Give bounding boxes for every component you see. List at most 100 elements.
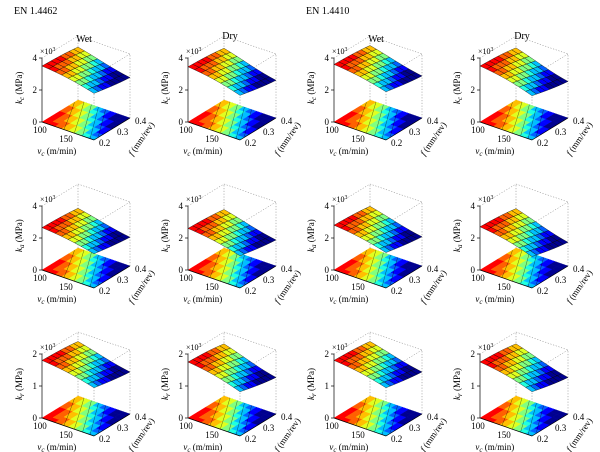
x-axis-line	[41, 269, 95, 289]
x-tick-label: 100	[471, 125, 485, 135]
z-axis-label-subscript: r	[310, 393, 318, 396]
x-axis-label-symbol: v	[329, 442, 333, 452]
box-edge	[239, 201, 277, 225]
z-multiplier-base: ×10	[186, 47, 199, 56]
z-tick-label: 4	[33, 53, 38, 63]
contour-line	[89, 255, 99, 287]
y-tick-label: 0.2	[391, 286, 402, 296]
surface-cell	[41, 224, 54, 231]
panel-title: Wet	[76, 34, 92, 45]
contour-line	[209, 398, 221, 426]
x-tick-label: 150	[205, 282, 219, 292]
z-tick-label: 2	[471, 85, 476, 95]
x-axis-label-subscript: c	[479, 446, 483, 452]
surface-panel-r3-c3: 0 1 2×103 100 150 0.2 0.3 0.4 kr (MPa) vc (m/min)…	[306, 331, 448, 452]
z-tick-label: 4	[179, 201, 184, 211]
y-tick-label: 0.4	[427, 116, 439, 126]
contour-plane	[333, 247, 423, 289]
z-multiplier: ×103	[40, 47, 56, 56]
z-multiplier: ×103	[186, 195, 202, 204]
contour-line	[63, 398, 75, 426]
material-headers: EN 1.4462 EN 1.4410	[14, 6, 349, 17]
y-axis-line	[385, 265, 423, 289]
contour-line	[536, 405, 544, 433]
z-multiplier: ×103	[186, 47, 202, 56]
y-tick-label: 0.4	[427, 264, 439, 274]
x-axis-label-symbol: v	[183, 146, 187, 156]
z-axis-label-symbol: k	[160, 247, 170, 252]
z-multiplier-exp: 3	[345, 195, 348, 201]
z-axis-label-unit: (MPa)	[14, 72, 24, 97]
panel-title: Dry	[514, 31, 530, 42]
contour-line	[235, 403, 245, 435]
x-axis-label: vc (m/min)	[475, 442, 514, 452]
z-tick-label: 0	[179, 413, 184, 423]
z-tick-label: 2	[33, 349, 38, 359]
z-tick-label: 4	[325, 201, 330, 211]
contour-line	[390, 109, 398, 137]
contour-plane	[479, 395, 569, 437]
z-axis-label-unit: (MPa)	[306, 219, 316, 244]
z-multiplier: ×103	[332, 343, 348, 352]
z-multiplier-exp: 3	[199, 195, 202, 201]
y-axis-line	[93, 117, 131, 141]
contour-line	[89, 403, 99, 435]
x-axis-label-unit: (m/min)	[45, 146, 77, 156]
x-axis-label-subscript: c	[333, 298, 337, 306]
y-tick-label: 0.3	[117, 275, 129, 285]
z-axis-label: kc (MPa)	[14, 72, 26, 104]
contour-line	[381, 255, 391, 287]
x-axis-label-subscript: c	[41, 298, 45, 306]
x-tick-label: 100	[325, 125, 339, 135]
x-tick-label: 150	[351, 430, 365, 440]
z-multiplier: ×103	[478, 343, 494, 352]
x-tick-label: 100	[325, 421, 339, 431]
z-tick-label: 2	[471, 233, 476, 243]
x-axis-label: vc (m/min)	[475, 146, 514, 158]
z-multiplier-exp: 3	[199, 343, 202, 349]
z-multiplier-exp: 3	[53, 195, 56, 201]
y-tick-label: 0.2	[537, 138, 548, 148]
z-tick-label: 1	[33, 381, 38, 391]
z-tick-label: 1	[325, 381, 330, 391]
contour-line	[228, 104, 238, 137]
x-axis-label-unit: (m/min)	[191, 146, 223, 156]
z-axis-label: ka (MPa)	[306, 219, 318, 252]
y-tick-label: 0.4	[135, 264, 147, 274]
y-axis-line	[93, 413, 131, 437]
z-axis-label-symbol: k	[160, 395, 170, 400]
y-tick-label: 0.2	[99, 286, 110, 296]
surface-mesh	[187, 343, 277, 392]
x-axis-line	[41, 417, 95, 437]
z-axis-label-symbol: k	[14, 99, 24, 104]
surface-panel-r2-c2: 0 2 4×103 100 150 0.2 0.3 0.4 ka (MPa) vc (m/min)…	[160, 183, 302, 306]
z-multiplier-exp: 3	[491, 343, 494, 349]
z-tick-label: 0	[33, 265, 38, 275]
surface-cell	[41, 357, 54, 364]
z-tick-label: 0	[179, 117, 184, 127]
y-tick-label: 0.2	[245, 434, 256, 444]
z-axis-label-symbol: k	[14, 247, 24, 252]
surface-cell	[333, 357, 346, 364]
z-tick-label: 2	[33, 233, 38, 243]
z-tick-label: 0	[33, 117, 38, 127]
x-axis-label: vc (m/min)	[183, 146, 222, 158]
y-tick-label: 0.2	[537, 286, 548, 296]
z-tick-label: 0	[471, 413, 476, 423]
z-axis-label-subscript: r	[18, 393, 26, 396]
z-multiplier-base: ×10	[40, 195, 53, 204]
z-tick-label: 2	[325, 349, 330, 359]
contour-line	[220, 398, 231, 430]
z-axis-label: kc (MPa)	[306, 72, 318, 104]
z-axis-label-unit: (MPa)	[452, 219, 462, 244]
x-axis-label-subscript: c	[41, 150, 45, 158]
x-axis-label: vc (m/min)	[183, 294, 222, 306]
z-axis-label-subscript: a	[456, 244, 464, 248]
surface-cell	[479, 359, 492, 366]
contour-line	[209, 102, 221, 130]
z-axis-label-subscript: a	[164, 244, 172, 248]
